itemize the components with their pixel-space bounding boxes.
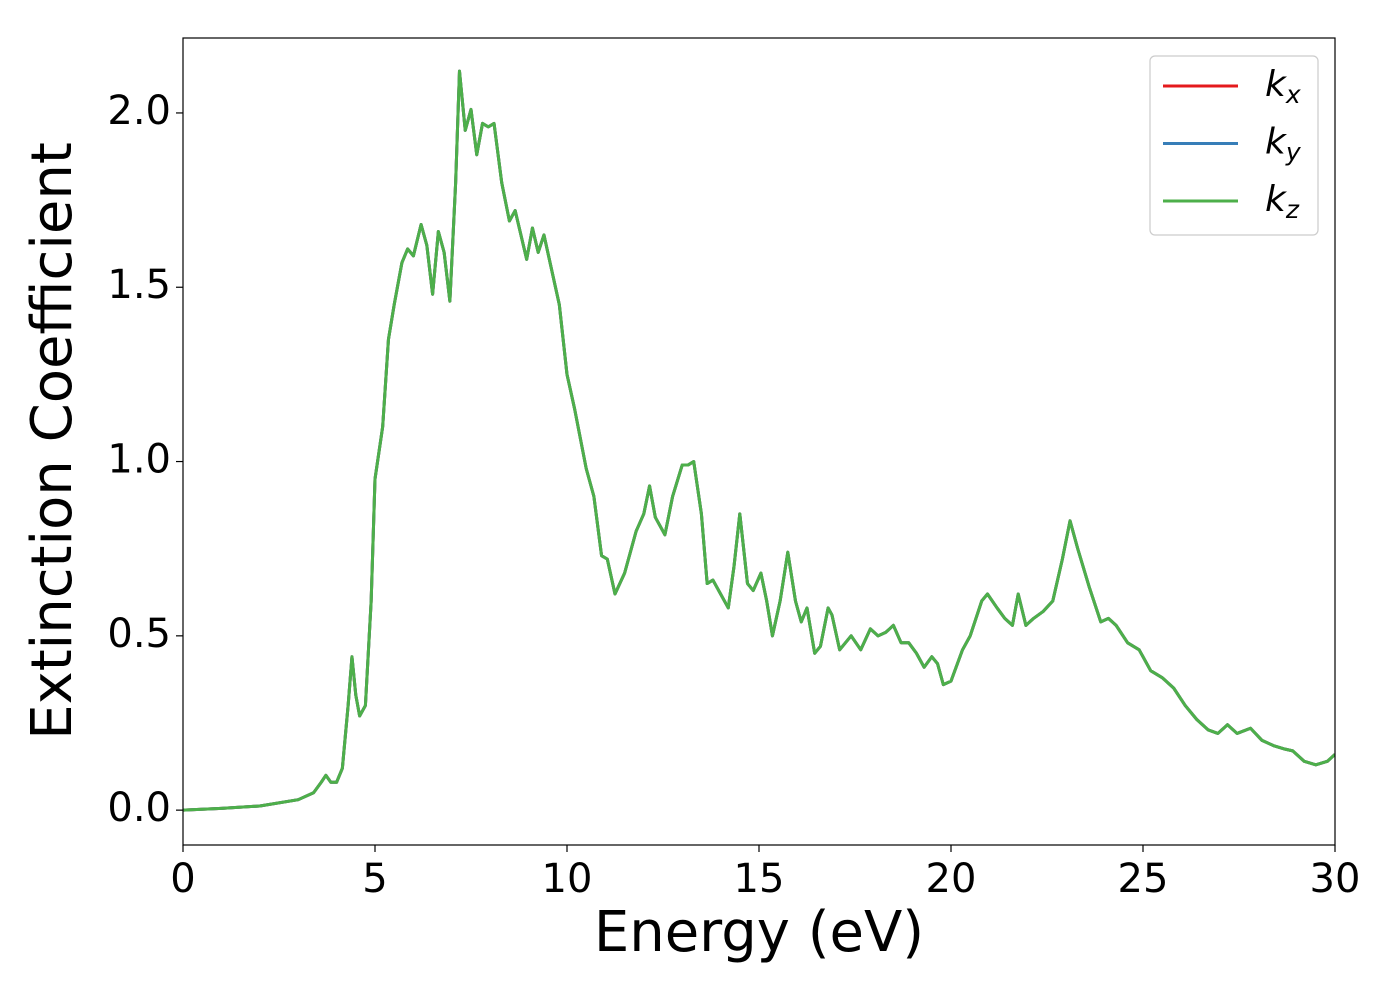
- x-tick-label: 5: [362, 856, 387, 902]
- data-line: [183, 69, 1335, 812]
- x-axis-label: Energy (eV): [594, 900, 924, 965]
- legend-box: [1149, 55, 1319, 236]
- plot-frame: [182, 37, 1336, 846]
- x-tick-label: 0: [170, 856, 195, 902]
- x-tick-label: 10: [542, 856, 593, 902]
- y-tick-label: 2.0: [107, 88, 171, 134]
- y-tick-label: 1.5: [107, 262, 171, 308]
- x-tick-label: 30: [1310, 856, 1361, 902]
- x-tick-label: 20: [926, 856, 977, 902]
- y-tick-label: 0.0: [107, 785, 171, 831]
- x-tick-label: 15: [734, 856, 785, 902]
- legend-label: ky: [1265, 122, 1302, 167]
- y-tick-label: 1.0: [107, 437, 171, 483]
- legend-label: kx: [1265, 64, 1301, 109]
- y-tick-label: 0.5: [107, 611, 171, 657]
- x-tick-label: 25: [1118, 856, 1169, 902]
- legend-label: kz: [1265, 179, 1300, 224]
- y-axis-label: Extinction Coefficient: [20, 142, 85, 740]
